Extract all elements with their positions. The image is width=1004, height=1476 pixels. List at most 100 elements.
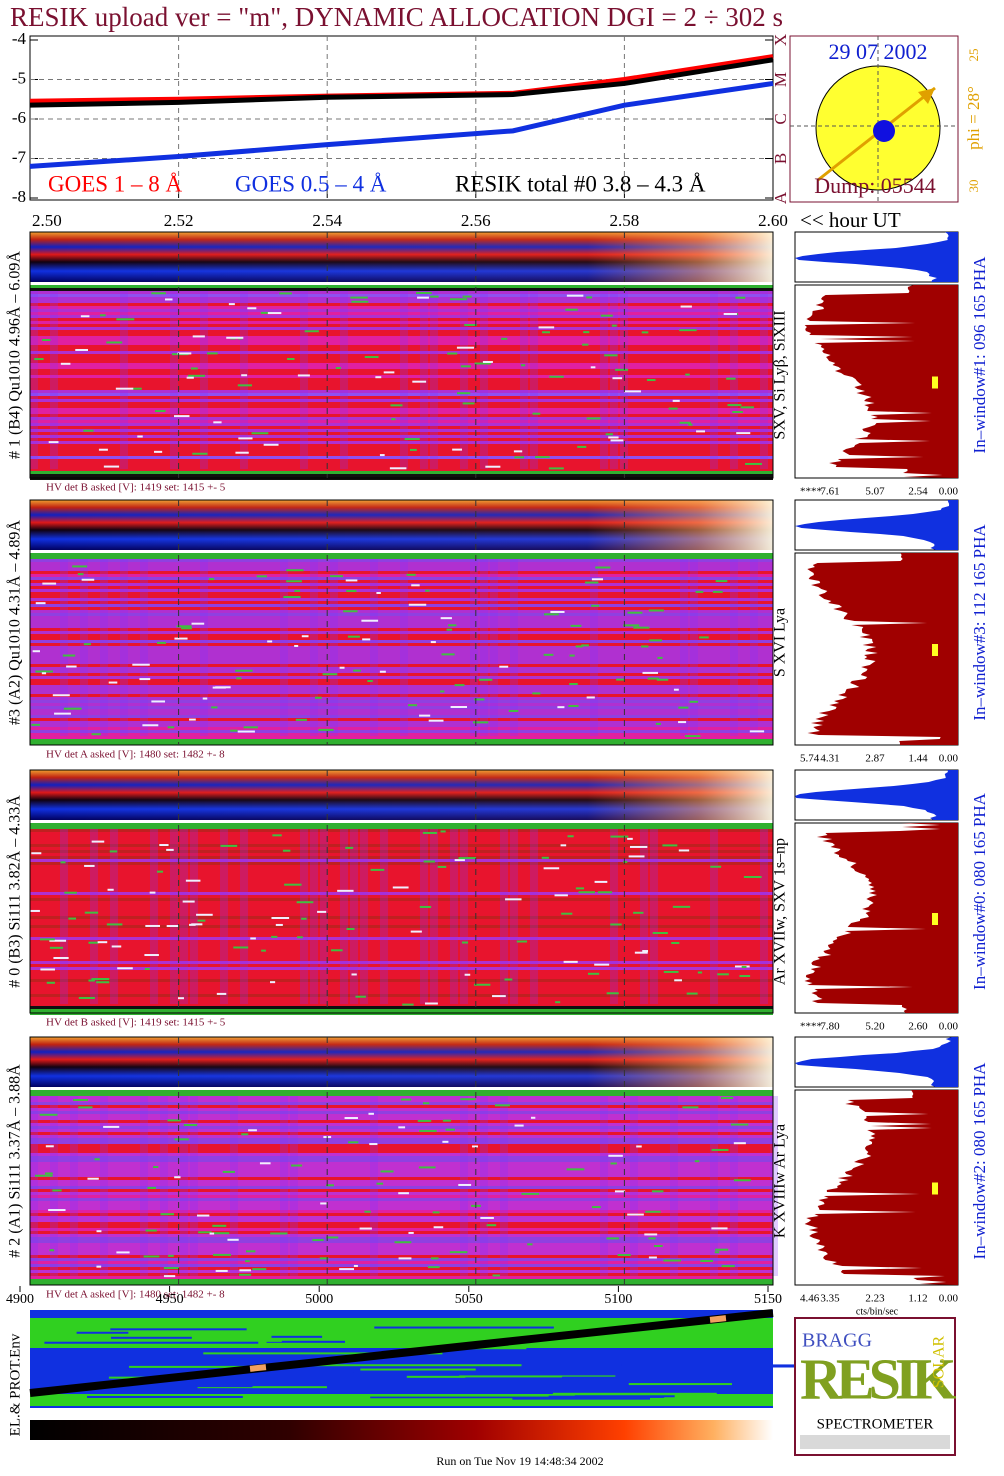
- spectrogram-speck: [49, 939, 67, 942]
- spectrogram-speck: [606, 1237, 619, 1240]
- spectrogram-row: [30, 553, 773, 556]
- spectrogram-speck: [743, 875, 762, 878]
- spectrogram-row: [30, 408, 773, 411]
- spectrogram-column: [380, 829, 388, 1004]
- spectrogram-speck: [423, 860, 435, 863]
- spectrogram-speck: [215, 686, 231, 689]
- spectrogram-column: [300, 829, 308, 1004]
- spectrogram-row: [30, 592, 773, 595]
- spectrogram-speck: [454, 684, 465, 687]
- spectrogram-speck: [166, 925, 179, 928]
- spectrogram-speck: [283, 596, 301, 599]
- spectrogram-row: [30, 285, 773, 288]
- spectrogram-speck: [732, 411, 743, 414]
- spectrogram-speck: [398, 1192, 409, 1195]
- spectrogram-row: [30, 628, 773, 631]
- spectrogram-speck: [616, 678, 625, 681]
- hist-tick-label: 2.87: [865, 753, 885, 765]
- spectrogram-speck: [575, 645, 583, 648]
- spectrogram-speck: [318, 728, 334, 731]
- env-trace: [29, 1309, 774, 1397]
- spectrogram-speck: [174, 1138, 189, 1141]
- spectrogram-row: [30, 556, 773, 559]
- spectrogram-speck: [271, 916, 290, 919]
- spectrogram-speck: [678, 849, 690, 852]
- spectrogram-column: [470, 559, 478, 736]
- spectrogram-column: [500, 1096, 508, 1276]
- spectrogram-row: [30, 841, 773, 844]
- spectrogram-speck: [550, 610, 565, 613]
- sun-spot: [873, 120, 895, 142]
- spectrogram-speck: [440, 617, 452, 620]
- line-label: SXV, Si Lyβ, SiXIII: [772, 310, 789, 439]
- spectrogram-speck: [361, 619, 379, 622]
- spectrogram-speck: [575, 887, 585, 890]
- spectrogram-speck: [375, 376, 382, 379]
- spectrogram-row: [30, 613, 773, 616]
- spectrogram-speck: [77, 573, 84, 576]
- spectrogram-row: [30, 333, 773, 336]
- spectrogram-speck: [446, 628, 453, 631]
- spectrogram-speck: [548, 467, 564, 470]
- spectrogram-speck: [78, 1106, 93, 1109]
- spectrogram-row: [30, 943, 773, 946]
- spectrogram-row: [30, 306, 773, 309]
- spectrogram-row: [30, 405, 773, 408]
- spectrogram-speck: [73, 1098, 88, 1101]
- spectrogram-speck: [430, 295, 439, 298]
- spectrogram-speck: [192, 335, 205, 338]
- spectrogram-column: [730, 1096, 738, 1276]
- spectrogram-column: [760, 291, 768, 469]
- spectrogram-speck: [505, 898, 522, 901]
- spectrogram-row: [30, 898, 773, 901]
- spectrogram-row: [30, 1156, 773, 1159]
- spectrogram-row: [30, 733, 773, 736]
- spectrogram-row: [30, 1234, 773, 1237]
- spectrogram-speck: [449, 298, 468, 301]
- spectrogram-row: [30, 399, 773, 402]
- x-tick-label: 2.58: [610, 211, 640, 230]
- spectrogram-speck: [581, 644, 589, 647]
- spectrogram-row: [30, 1228, 773, 1231]
- spectrogram-speck: [91, 733, 101, 736]
- spectrogram-row: [30, 853, 773, 856]
- spectrogram-row: [30, 1186, 773, 1189]
- spectrogram-column: [420, 291, 428, 469]
- spectrogram-row: [30, 1153, 773, 1156]
- spectrogram-speck: [514, 456, 525, 459]
- spectrogram-row: [30, 360, 773, 363]
- line-label: Ar XVIIw, SXV 1s–np: [772, 838, 789, 985]
- spectrogram-speck: [39, 1113, 58, 1116]
- spectrogram-speck: [84, 864, 95, 867]
- spectrogram-row: [30, 402, 773, 405]
- spectrogram-column: [360, 829, 368, 1004]
- spectrogram-speck: [614, 1190, 626, 1193]
- spectrogram-speck: [578, 891, 595, 894]
- spectrogram-speck: [63, 707, 82, 710]
- spectrogram-row: [30, 426, 773, 429]
- spectrogram-speck: [263, 443, 279, 446]
- spectrogram-speck: [183, 1124, 198, 1127]
- spectrogram-column: [400, 559, 408, 736]
- env-streak: [177, 1391, 262, 1394]
- spectrogram-speck: [425, 589, 430, 592]
- spectrogram-row: [30, 447, 773, 450]
- spectrogram-row: [30, 465, 773, 468]
- spectrogram-row: [30, 1243, 773, 1246]
- spectrogram-speck: [482, 360, 493, 363]
- spectrogram-speck: [422, 1102, 430, 1105]
- spectrogram-row: [30, 988, 773, 991]
- spectrogram-column: [770, 1096, 778, 1276]
- spectrogram-speck: [383, 371, 395, 374]
- spectrogram-row: [30, 964, 773, 967]
- spectrogram-row: [30, 1165, 773, 1168]
- logo-fineprint: [800, 1435, 950, 1449]
- spectrogram-speck: [623, 860, 628, 863]
- spectrogram-speck: [679, 329, 697, 332]
- spectrogram-speck: [198, 1231, 212, 1234]
- spectrogram-speck: [345, 579, 358, 582]
- spectrogram-speck: [147, 1186, 156, 1189]
- spectrogram-speck: [83, 643, 91, 646]
- spectrogram-speck: [230, 729, 238, 732]
- spectrogram-column: [140, 1096, 148, 1276]
